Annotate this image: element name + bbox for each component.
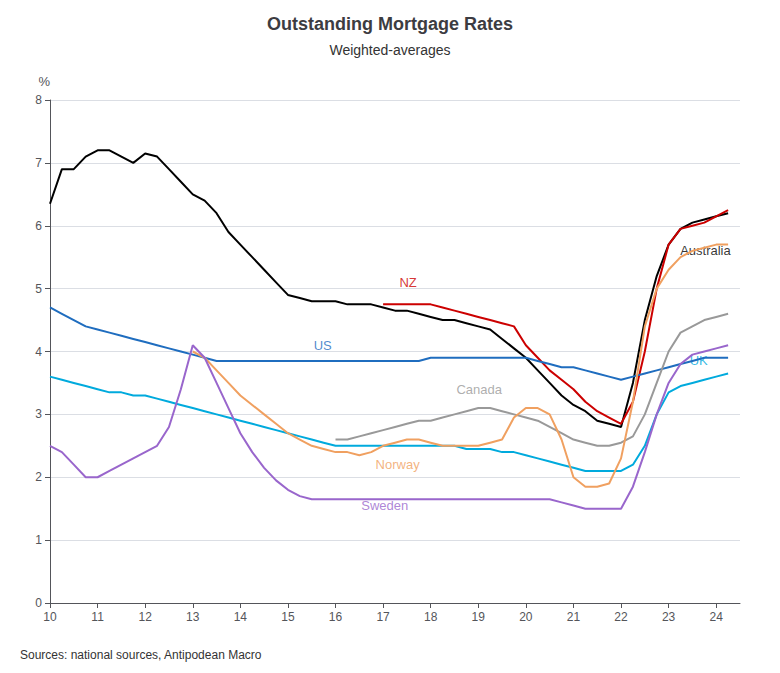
svg-text:19: 19 xyxy=(472,610,486,624)
svg-text:0: 0 xyxy=(35,596,42,610)
svg-text:Outstanding Mortgage Rates: Outstanding Mortgage Rates xyxy=(267,14,513,34)
svg-text:4: 4 xyxy=(35,345,42,359)
svg-text:24: 24 xyxy=(710,610,724,624)
svg-text:%: % xyxy=(38,74,50,89)
svg-text:Sweden: Sweden xyxy=(361,498,408,513)
svg-text:US: US xyxy=(314,338,332,353)
svg-text:22: 22 xyxy=(614,610,628,624)
svg-text:18: 18 xyxy=(424,610,438,624)
svg-text:NZ: NZ xyxy=(399,275,416,290)
svg-text:23: 23 xyxy=(662,610,676,624)
svg-text:14: 14 xyxy=(234,610,248,624)
svg-text:12: 12 xyxy=(138,610,152,624)
svg-text:Norway: Norway xyxy=(376,457,421,472)
svg-text:5: 5 xyxy=(35,282,42,296)
svg-text:1: 1 xyxy=(35,533,42,547)
svg-text:16: 16 xyxy=(329,610,343,624)
svg-text:20: 20 xyxy=(519,610,533,624)
svg-text:11: 11 xyxy=(91,610,104,624)
svg-text:Sources: national sources, Ant: Sources: national sources, Antipodean Ma… xyxy=(20,648,262,662)
svg-text:Australia: Australia xyxy=(680,243,731,258)
svg-text:3: 3 xyxy=(35,407,42,421)
svg-text:UK: UK xyxy=(689,353,708,369)
svg-text:17: 17 xyxy=(376,610,390,624)
svg-text:Weighted-averages: Weighted-averages xyxy=(329,42,450,58)
svg-text:8: 8 xyxy=(35,93,42,107)
svg-text:Canada: Canada xyxy=(456,382,502,397)
svg-text:6: 6 xyxy=(35,219,42,233)
svg-text:21: 21 xyxy=(567,610,581,624)
svg-text:2: 2 xyxy=(35,470,42,484)
svg-text:13: 13 xyxy=(186,610,200,624)
svg-text:10: 10 xyxy=(43,610,57,624)
svg-text:7: 7 xyxy=(35,156,42,170)
svg-text:15: 15 xyxy=(281,610,295,624)
